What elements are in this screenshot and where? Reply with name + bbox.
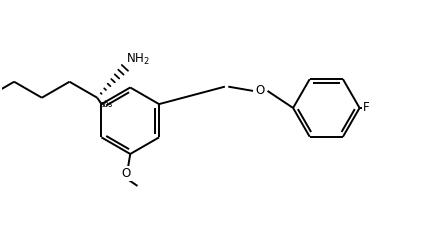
Text: O: O xyxy=(255,84,264,98)
Text: F: F xyxy=(362,102,369,114)
Text: O: O xyxy=(121,167,130,180)
Text: abs: abs xyxy=(100,100,113,108)
Text: NH$_2$: NH$_2$ xyxy=(126,52,150,66)
